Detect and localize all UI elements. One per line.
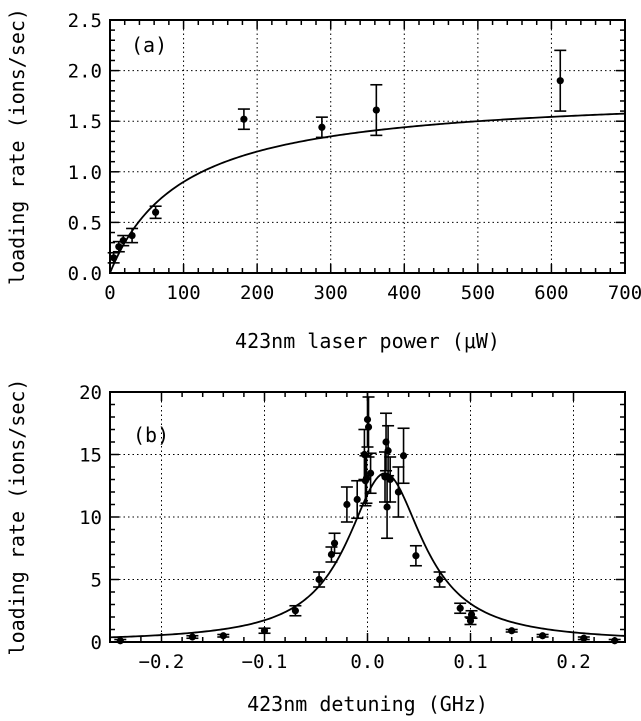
y-tick-label: 2.0: [68, 61, 102, 83]
y-tick-label: 10: [79, 507, 102, 529]
data-point: [353, 495, 361, 504]
y-tick-label: 20: [79, 382, 102, 404]
data-point: [580, 634, 588, 642]
y-axis-label: loading rate (ions/sec): [5, 8, 29, 285]
data-point: [363, 415, 372, 424]
plot-frame: [109, 19, 626, 274]
grid: [110, 20, 625, 273]
x-tick-label: −0.2: [139, 651, 185, 673]
data-point: [188, 633, 196, 641]
data-point: [128, 231, 136, 240]
panel-label: (a): [131, 33, 167, 57]
x-axis-label: 423nm laser power (μW): [235, 329, 500, 353]
data-series: [107, 49, 567, 264]
x-tick-label: 400: [387, 282, 421, 304]
data-point: [412, 552, 420, 560]
data-point: [384, 447, 392, 455]
data-point: [291, 607, 299, 615]
data-point: [219, 632, 227, 640]
y-tick-labels: 0 5 10 15 20: [79, 382, 102, 654]
x-tick-label: 700: [608, 282, 641, 304]
data-point: [436, 575, 444, 584]
y-tick-label: 0: [91, 632, 102, 654]
axis-ticks: [110, 391, 625, 643]
panel-b: −0.2 −0.1 0.0 0.1 0.2 0 5 10 15 20 (b) 423nm det…: [5, 379, 626, 716]
data-point: [315, 575, 323, 584]
data-point: [115, 243, 123, 251]
fit-curve: [109, 112, 626, 274]
data-point: [366, 469, 375, 477]
data-point: [539, 632, 547, 640]
fit-curve: [109, 472, 626, 639]
y-tick-label: 0.0: [68, 263, 102, 285]
data-point: [467, 610, 476, 619]
x-axis-label: 423nm detuning (GHz): [247, 692, 488, 716]
y-tick-label: 15: [79, 445, 102, 467]
data-point: [556, 77, 564, 85]
x-tick-label: −0.1: [242, 651, 288, 673]
data-point: [330, 539, 339, 547]
data-point: [152, 208, 160, 216]
axis-ticks: [109, 19, 626, 274]
y-tick-label: 2.5: [68, 10, 102, 32]
y-tick-label: 1.5: [68, 111, 102, 133]
data-point: [318, 123, 326, 131]
y-tick-label: 5: [91, 570, 102, 592]
x-tick-label: 500: [461, 282, 495, 304]
y-tick-label: 0.5: [68, 212, 102, 234]
data-point: [119, 237, 127, 245]
x-tick-labels: 0 100 200 300 400 500 600 700: [104, 282, 641, 304]
x-tick-label: 600: [534, 282, 568, 304]
x-tick-label: 0.1: [453, 651, 487, 673]
data-point: [240, 115, 248, 123]
y-axis-label: loading rate (ions/sec): [5, 379, 29, 656]
x-tick-label: 100: [166, 282, 200, 304]
y-tick-label: 1.0: [68, 162, 102, 184]
panel-label: (b): [133, 423, 169, 447]
y-tick-labels: 0.0 0.5 1.0 1.5 2.0 2.5: [68, 10, 102, 285]
x-tick-labels: −0.2 −0.1 0.0 0.1 0.2: [139, 651, 591, 673]
data-point: [372, 106, 380, 114]
data-point: [386, 475, 394, 484]
x-tick-label: 300: [314, 282, 348, 304]
data-point: [383, 503, 391, 511]
x-tick-label: 0.0: [350, 651, 384, 673]
x-tick-label: 0: [104, 282, 115, 304]
data-point: [364, 423, 373, 431]
data-point: [456, 604, 464, 612]
data-point: [394, 488, 402, 496]
data-series: [114, 391, 621, 645]
data-point: [260, 627, 269, 635]
data-point: [110, 254, 118, 262]
x-tick-label: 200: [240, 282, 274, 304]
data-point: [508, 627, 516, 635]
x-tick-label: 0.2: [556, 651, 590, 673]
panel-a: 0 100 200 300 400 500 600 700 0.0 0.5 1.0 1.5 2.0 2.…: [5, 8, 641, 353]
data-point: [399, 452, 408, 460]
data-point: [343, 500, 351, 509]
data-point: [362, 474, 371, 482]
